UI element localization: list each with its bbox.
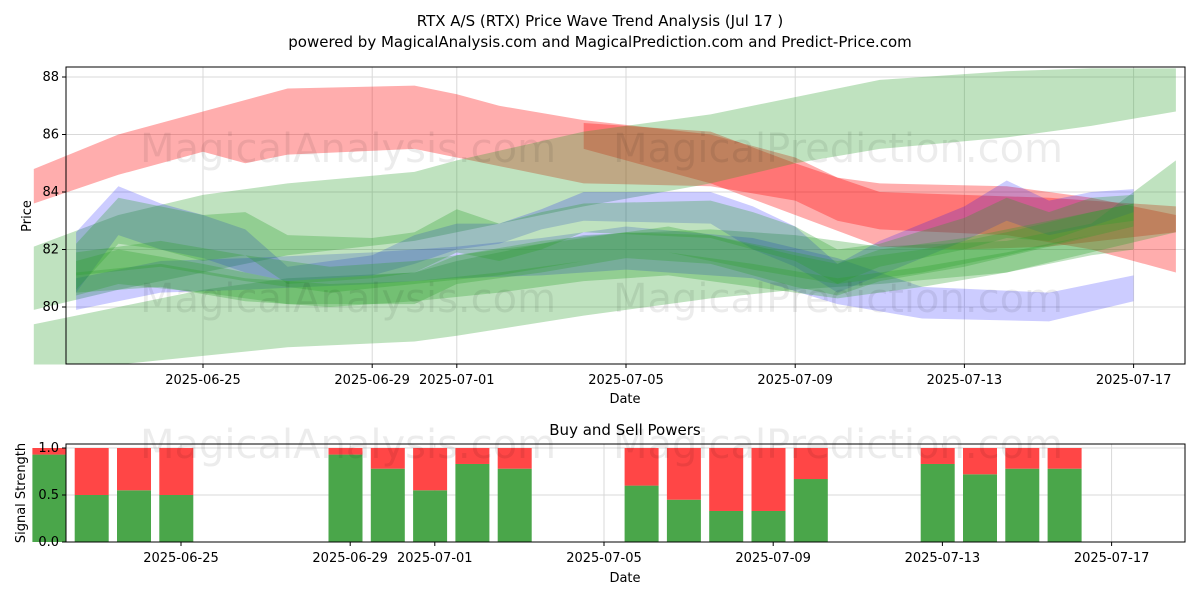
buy-bar — [751, 510, 786, 542]
sell-bar — [32, 448, 67, 455]
signal-title: Buy and Sell Powers — [549, 421, 701, 439]
price-band-blue-4 — [76, 226, 1134, 322]
price-x-tick-label: 2025-06-25 — [165, 373, 241, 388]
watermark-right-lower: MagicalPrediction.com — [613, 276, 1063, 322]
signal-x-tick-label: 2025-07-09 — [735, 551, 811, 566]
sell-bar — [709, 448, 744, 511]
figure-title: RTX A/S (RTX) Price Wave Trend Analysis … — [417, 12, 784, 30]
signal-x-tick-label: 2025-06-29 — [312, 551, 388, 566]
sell-bar — [624, 448, 659, 486]
price-x-tick-label: 2025-07-13 — [927, 373, 1003, 388]
price-y-label: Price — [20, 200, 35, 232]
buy-bar — [709, 510, 744, 542]
sell-bar — [751, 448, 786, 511]
price-band-green-9 — [76, 203, 1134, 293]
signal-x-tick-label: 2025-07-17 — [1074, 551, 1150, 566]
sell-bar — [413, 448, 448, 491]
sell-bar — [370, 448, 405, 469]
sell-bar — [117, 448, 151, 491]
figure-subtitle: powered by MagicalAnalysis.com and Magic… — [288, 33, 912, 51]
price-y-tick-label: 88 — [42, 70, 59, 85]
buy-bar — [74, 495, 109, 542]
buy-bar — [624, 485, 659, 542]
signal-y-label: Signal Strength — [14, 443, 29, 543]
watermark-left-signal: MagicalAnalysis.com — [140, 422, 556, 468]
price-band-blue-5 — [76, 180, 1134, 293]
sell-bar — [1047, 448, 1082, 469]
buy-bar — [328, 454, 363, 542]
buy-bar — [1047, 468, 1082, 542]
price-gridlines — [66, 67, 1185, 364]
price-band-green-6 — [76, 194, 1134, 290]
price-x-tick-label: 2025-07-09 — [757, 373, 833, 388]
buy-bar — [793, 479, 828, 542]
signal-x-tick-label: 2025-07-05 — [566, 551, 642, 566]
price-x-tick-label: 2025-07-01 — [419, 373, 495, 388]
sell-bar — [963, 448, 997, 475]
price-x-tick-label: 2025-07-17 — [1096, 373, 1172, 388]
sell-bar — [455, 448, 490, 464]
price-y-tick-label: 86 — [42, 128, 59, 143]
price-band-green-3 — [33, 160, 1176, 365]
price-band-red-0 — [33, 85, 1176, 273]
price-y-tick-label: 82 — [42, 243, 59, 258]
signal-panel: Buy and Sell Powers MagicalAnalysis.com … — [14, 421, 1186, 586]
buy-bar — [32, 454, 67, 542]
price-wave-bands — [33, 68, 1176, 365]
price-band-green-8 — [76, 226, 1134, 307]
sell-bar — [74, 448, 109, 495]
buy-bar — [497, 468, 532, 542]
signal-x-label: Date — [609, 571, 640, 586]
signal-y-tick-label: 1.0 — [38, 441, 59, 456]
buy-bar — [963, 474, 997, 542]
price-band-green-7 — [76, 203, 1134, 305]
sell-bar — [497, 448, 532, 469]
price-x-tick-label: 2025-07-05 — [588, 373, 664, 388]
sell-bar — [666, 448, 701, 500]
signal-plot-frame — [65, 443, 1186, 543]
buy-bar — [1005, 468, 1040, 542]
signal-y-ticks: 0.0 0.5 1.0 — [38, 441, 66, 550]
signal-x-tick-label: 2025-07-13 — [905, 551, 981, 566]
signal-x-tick-label: 2025-06-25 — [143, 551, 219, 566]
sell-bar — [328, 448, 363, 455]
price-y-ticks: 80 82 84 86 88 — [42, 70, 66, 315]
sell-bar — [1005, 448, 1040, 469]
signal-x-tick-label: 2025-07-01 — [397, 551, 473, 566]
signal-x-ticks: 2025-06-25 2025-06-29 2025-07-01 2025-07-05… — [143, 542, 1149, 566]
price-band-green-2 — [33, 68, 1176, 310]
watermark-left-lower: MagicalAnalysis.com — [140, 276, 556, 322]
buy-bar — [455, 463, 490, 542]
watermark-right: MagicalPrediction.com — [613, 126, 1063, 172]
buy-bar — [370, 468, 405, 542]
price-x-tick-label: 2025-06-29 — [334, 373, 410, 388]
price-y-tick-label: 80 — [42, 300, 59, 315]
sell-bar — [159, 448, 194, 495]
buy-bar — [920, 463, 955, 542]
signal-y-tick-label: 0.5 — [38, 488, 59, 503]
price-panel: MagicalAnalysis.com MagicalPrediction.co… — [20, 66, 1186, 407]
signal-bars — [32, 448, 1082, 542]
sell-bar — [920, 448, 955, 464]
price-band-red-1 — [583, 123, 1176, 250]
buy-bar — [117, 490, 151, 542]
signal-y-tick-label: 0.0 — [38, 535, 59, 550]
buy-bar — [413, 490, 448, 542]
buy-bar — [666, 499, 701, 542]
price-y-tick-label: 84 — [42, 185, 59, 200]
price-x-label: Date — [609, 392, 640, 407]
watermark-left: MagicalAnalysis.com — [140, 126, 556, 172]
buy-bar — [159, 495, 194, 542]
watermark-right-signal: MagicalPrediction.com — [613, 422, 1063, 468]
sell-bar — [793, 448, 828, 480]
price-x-ticks: 2025-06-25 2025-06-29 2025-07-01 2025-07-05… — [165, 364, 1171, 388]
